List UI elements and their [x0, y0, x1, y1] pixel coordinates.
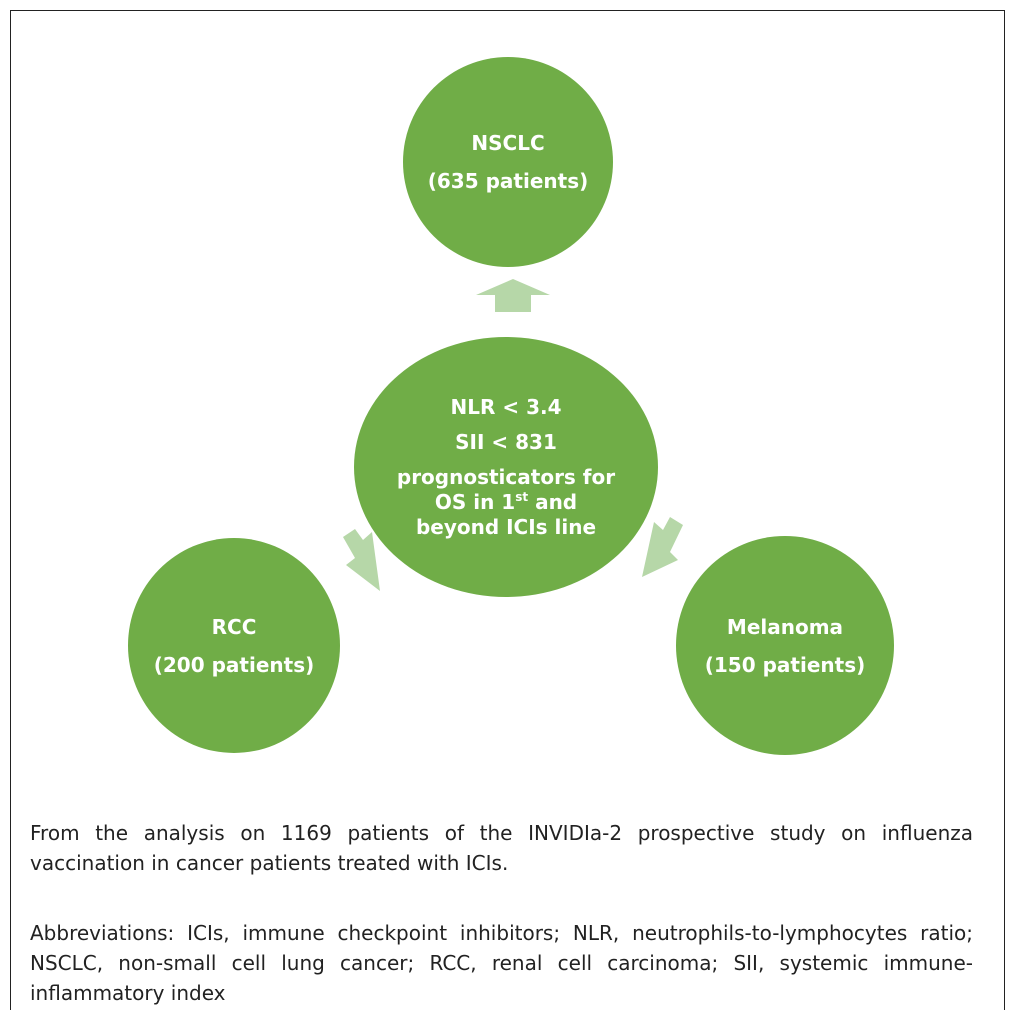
node-rcc-title: RCC [211, 614, 257, 639]
node-center-prognosticators: prognosticators for [396, 464, 616, 489]
node-melanoma-subtitle: (150 patients) [704, 652, 866, 677]
node-rcc: RCC (200 patients) [128, 538, 340, 753]
node-nsclc-subtitle: (635 patients) [427, 169, 589, 193]
node-nsclc: NSCLC (635 patients) [403, 57, 613, 267]
node-center: NLR < 3.4 SII < 831 prognosticators for … [354, 337, 658, 597]
caption-source: From the analysis on 1169 patients of th… [30, 821, 973, 875]
arrow-down-left [343, 529, 380, 591]
node-center-os-sup: st [515, 489, 529, 504]
node-center-os-pre: OS in 1 [434, 489, 516, 514]
node-rcc-subtitle: (200 patients) [153, 652, 315, 677]
node-center-sii: SII < 831 [455, 429, 557, 454]
node-center-os-line: OS in 1st and [435, 490, 577, 515]
node-melanoma-title: Melanoma [726, 614, 844, 639]
figure-frame [10, 10, 1005, 1010]
node-center-nlr: NLR < 3.4 [450, 394, 562, 419]
caption-abbreviations: Abbreviations: ICIs, immune checkpoint i… [30, 921, 973, 1005]
arrow-up [476, 279, 550, 312]
arrow-down-right [642, 517, 683, 577]
node-center-os-post: and [528, 489, 578, 514]
node-center-beyond: beyond ICIs line [415, 514, 597, 539]
node-melanoma: Melanoma (150 patients) [676, 536, 894, 755]
node-nsclc-title: NSCLC [471, 131, 545, 155]
